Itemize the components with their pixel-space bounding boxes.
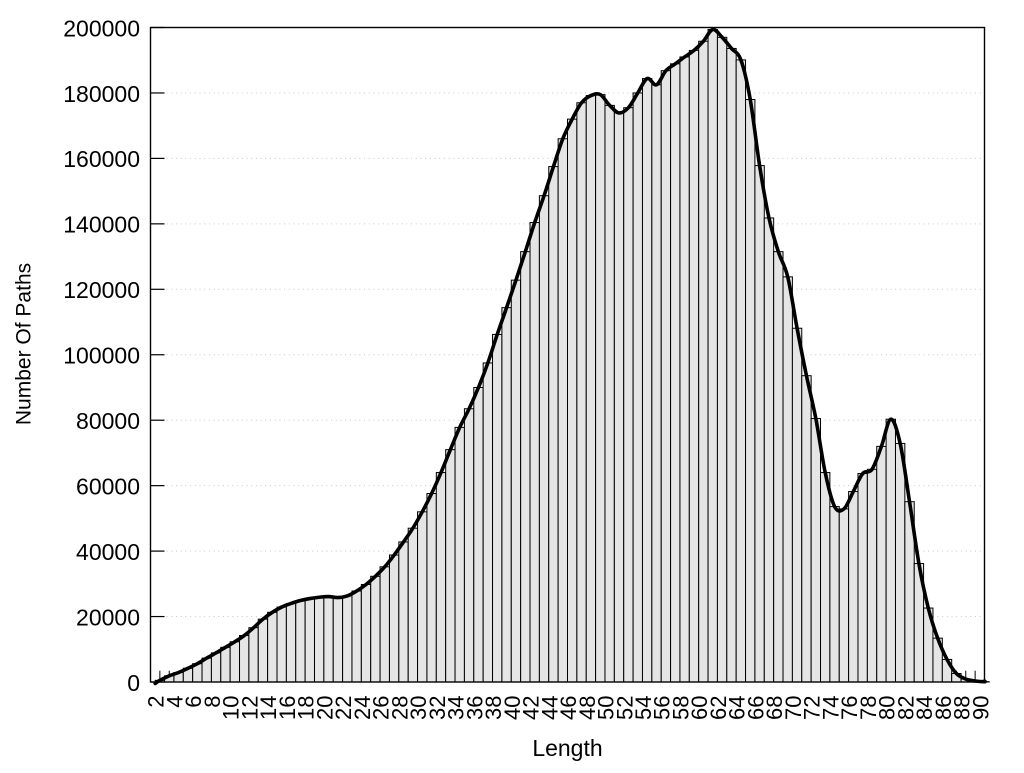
svg-text:160000: 160000 [63, 146, 140, 172]
svg-text:80000: 80000 [76, 408, 140, 434]
svg-text:60000: 60000 [76, 473, 140, 499]
svg-text:120000: 120000 [63, 277, 140, 303]
svg-text:20000: 20000 [76, 604, 140, 630]
svg-text:0: 0 [127, 670, 140, 696]
svg-text:140000: 140000 [63, 212, 140, 238]
svg-text:100000: 100000 [63, 343, 140, 369]
svg-text:Length: Length [532, 735, 602, 761]
svg-text:200000: 200000 [63, 15, 140, 41]
svg-text:40000: 40000 [76, 539, 140, 565]
svg-text:Number Of Paths: Number Of Paths [13, 263, 36, 425]
svg-text:180000: 180000 [63, 81, 140, 107]
svg-text:90: 90 [968, 696, 993, 720]
